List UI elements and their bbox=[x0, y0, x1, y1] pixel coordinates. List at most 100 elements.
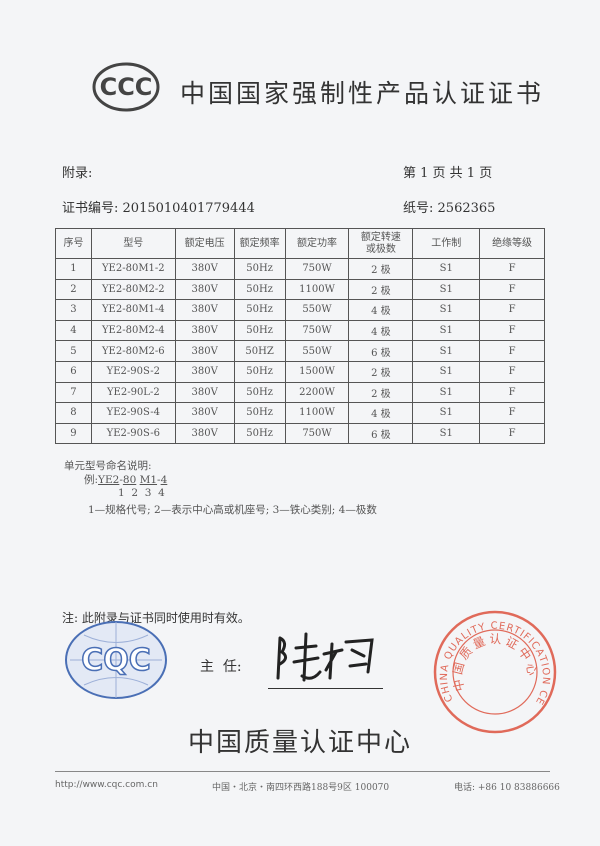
paper-no-label: 纸号: bbox=[403, 201, 434, 216]
table-cell: YE2-90S-6 bbox=[90, 422, 176, 445]
column-header: 工作制 bbox=[412, 228, 481, 259]
table-cell: S1 bbox=[412, 422, 481, 445]
table-cell: 50Hz bbox=[233, 278, 286, 301]
table-row: 5 YE2-80M2-6 380V 50HZ 550W 6 极 S1 F bbox=[55, 340, 545, 362]
naming-example: 例:YE2-80 M1-4 bbox=[84, 472, 167, 487]
cert-no-label: 证书编号: bbox=[62, 201, 119, 216]
table-cell: S1 bbox=[412, 340, 481, 362]
table-cell: F bbox=[479, 319, 545, 342]
table-cell: F bbox=[479, 299, 545, 321]
table-cell: 50Hz bbox=[233, 402, 286, 424]
part-2: 80 bbox=[122, 474, 137, 486]
table-cell: 380V bbox=[174, 340, 235, 362]
table-cell: 380V bbox=[174, 278, 235, 301]
table-cell: 750W bbox=[284, 258, 350, 280]
paper-number: 纸号: 2562365 bbox=[403, 197, 495, 216]
column-header: 额定转速或极数 bbox=[348, 228, 414, 259]
table-cell: F bbox=[479, 381, 545, 404]
table-cell: YE2-90S-4 bbox=[90, 402, 176, 424]
appendix-label: 附录: bbox=[62, 166, 93, 181]
footer-url[interactable]: http://www.cqc.com.cn bbox=[55, 780, 158, 790]
director-label: 主 任: bbox=[200, 659, 242, 675]
cert-no-value: 2015010401779444 bbox=[122, 201, 255, 216]
table-cell: 50Hz bbox=[233, 258, 286, 280]
example-label: 例: bbox=[84, 474, 99, 486]
naming-legend: 1—规格代号; 2—表示中心高或机座号; 3—铁心类别; 4—极数 bbox=[88, 504, 377, 516]
table-row: 1 YE2-80M1-2 380V 50Hz 750W 2 极 S1 F bbox=[55, 258, 545, 280]
footer-phone: 电话: +86 10 83886666 bbox=[454, 783, 560, 793]
table-cell: 380V bbox=[174, 381, 235, 404]
svg-text:CCC: CCC bbox=[100, 73, 153, 101]
table-cell: 2 极 bbox=[348, 360, 414, 383]
table-cell: S1 bbox=[412, 402, 481, 424]
table-cell: YE2-80M2-2 bbox=[90, 278, 176, 301]
table-cell: 9 bbox=[55, 422, 92, 445]
part-1: YE2 bbox=[98, 474, 120, 486]
table-row: 7 YE2-90L-2 380V 50Hz 2200W 2 极 S1 F bbox=[55, 381, 545, 404]
table-cell: 2 极 bbox=[348, 381, 414, 404]
cqc-seal-stamp: CHINA QUALITY CERTIFICATION CENTRE 中国质量认… bbox=[428, 602, 557, 734]
table-cell: 4 极 bbox=[348, 319, 414, 342]
table-row: 2 YE2-80M2-2 380V 50Hz 1100W 2 极 S1 F bbox=[55, 278, 545, 301]
table-cell: 8 bbox=[55, 402, 92, 424]
table-cell: 550W bbox=[284, 340, 350, 362]
table-row: 9 YE2-90S-6 380V 50Hz 750W 6 极 S1 F bbox=[55, 422, 545, 445]
footer-divider bbox=[55, 771, 550, 772]
table-cell: 4 极 bbox=[348, 299, 414, 321]
certificate-title: 中国国家强制性产品认证证书 bbox=[180, 79, 545, 108]
table-cell: 1100W bbox=[284, 402, 350, 424]
issuer-name: 中国质量认证中心 bbox=[187, 728, 412, 758]
table-cell: F bbox=[479, 360, 545, 383]
table-cell: S1 bbox=[412, 319, 481, 342]
table-cell: 3 bbox=[55, 299, 92, 321]
column-header: 序号 bbox=[55, 228, 92, 259]
table-row: 4 YE2-80M2-4 380V 50Hz 750W 4 极 S1 F bbox=[55, 319, 545, 342]
column-header: 型号 bbox=[90, 228, 176, 259]
table-cell: 380V bbox=[174, 319, 235, 342]
table-cell: 6 bbox=[55, 360, 92, 383]
table-cell: 1500W bbox=[284, 360, 350, 383]
table-cell: 50Hz bbox=[233, 319, 286, 342]
table-cell: 50Hz bbox=[233, 360, 286, 383]
table-cell: 1100W bbox=[284, 278, 350, 301]
table-cell: 750W bbox=[284, 422, 350, 445]
table-cell: YE2-80M1-2 bbox=[90, 258, 176, 280]
table-cell: 2200W bbox=[284, 381, 350, 404]
table-cell: 380V bbox=[174, 258, 235, 280]
table-cell: 380V bbox=[174, 360, 235, 383]
page-info: 第 1 页 共 1 页 bbox=[403, 166, 493, 181]
table-cell: YE2-80M2-6 bbox=[90, 340, 176, 362]
svg-text:CQC: CQC bbox=[81, 643, 151, 678]
table-row: 3 YE2-80M1-4 380V 50Hz 550W 4 极 S1 F bbox=[55, 299, 545, 321]
table-cell: 50Hz bbox=[233, 381, 286, 404]
table-cell: 2 bbox=[55, 278, 92, 301]
ccc-logo: CCC bbox=[92, 62, 160, 112]
table-cell: 380V bbox=[174, 402, 235, 424]
table-cell: 380V bbox=[174, 422, 235, 445]
signature bbox=[272, 628, 382, 686]
naming-heading: 单元型号命名说明: bbox=[64, 460, 152, 472]
table-cell: 4 极 bbox=[348, 402, 414, 424]
table-cell: 50Hz bbox=[233, 422, 286, 445]
table-cell: YE2-80M1-4 bbox=[90, 299, 176, 321]
table-row: 6 YE2-90S-2 380V 50Hz 1500W 2 极 S1 F bbox=[55, 360, 545, 383]
table-cell: S1 bbox=[412, 278, 481, 301]
column-header: 额定电压 bbox=[174, 228, 235, 259]
column-header: 额定功率 bbox=[284, 228, 350, 259]
table-cell: F bbox=[479, 340, 545, 362]
naming-indices: 1 2 3 4 bbox=[118, 487, 165, 499]
table-cell: 50HZ bbox=[233, 340, 286, 362]
table-cell: F bbox=[479, 258, 545, 280]
part-3: M1 bbox=[139, 474, 158, 486]
paper-no-value: 2562365 bbox=[437, 201, 496, 216]
sep: - bbox=[119, 474, 123, 486]
table-row: 8 YE2-90S-4 380V 50Hz 1100W 4 极 S1 F bbox=[55, 402, 545, 424]
table-cell: 5 bbox=[55, 340, 92, 362]
table-cell: 380V bbox=[174, 299, 235, 321]
table-cell: S1 bbox=[412, 360, 481, 383]
footer-address: 中国・北京・南四环西路188号9区 100070 bbox=[212, 783, 390, 793]
table-cell: 1 bbox=[55, 258, 92, 280]
table-cell: 550W bbox=[284, 299, 350, 321]
table-cell: 750W bbox=[284, 319, 350, 342]
table-header-row: 序号 型号 额定电压 额定频率 额定功率 额定转速或极数 工作制 绝缘等级 bbox=[55, 228, 545, 259]
